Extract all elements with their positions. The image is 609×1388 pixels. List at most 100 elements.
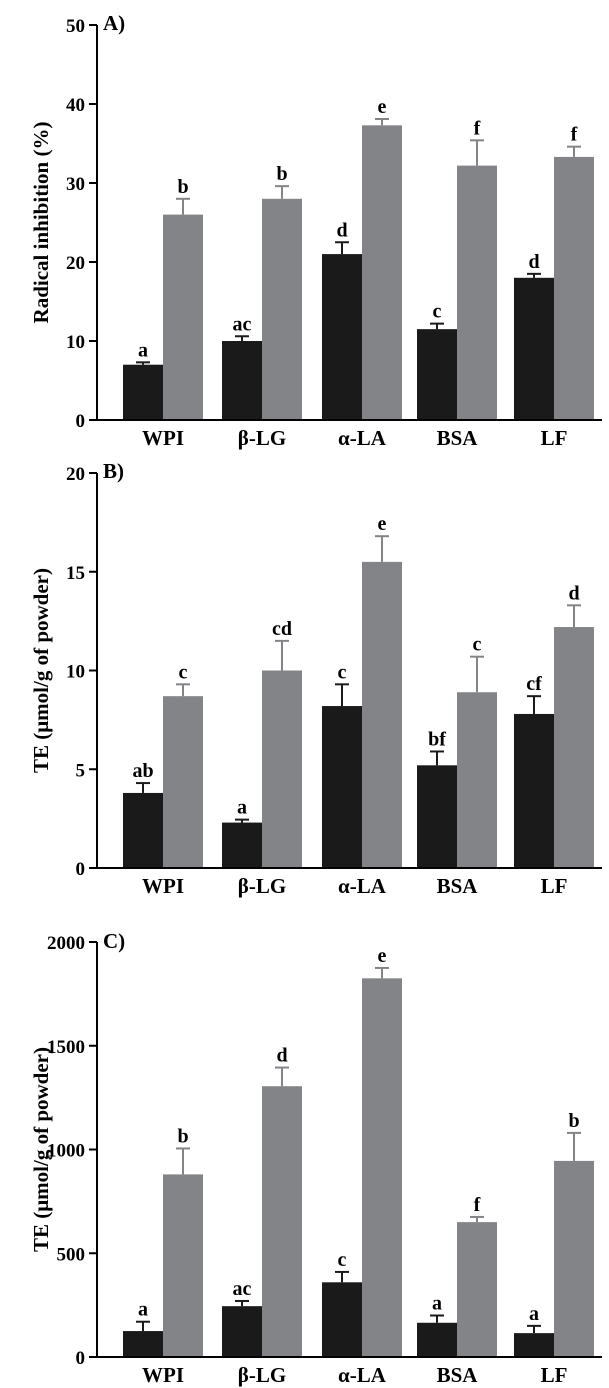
x-category-label: LF xyxy=(541,1363,568,1387)
bar-panel2-s2-3 xyxy=(362,561,402,868)
significance-letter: c xyxy=(179,661,188,683)
y-tick-label: 1500 xyxy=(47,1037,85,1058)
significance-letter: b xyxy=(568,1110,579,1132)
y-tick-label: 15 xyxy=(66,563,85,584)
bar-panel1-s2-3 xyxy=(362,125,402,420)
bar-panel1-s1-5 xyxy=(514,277,554,420)
y-tick-label: 10 xyxy=(66,332,85,353)
significance-letter: d xyxy=(336,219,347,241)
bar-panel1-s1-2 xyxy=(222,341,262,420)
significance-letter: b xyxy=(177,1125,188,1147)
y-axis-title: Radical inhibition (%) xyxy=(29,122,53,324)
bar-panel3-s2-3 xyxy=(362,978,402,1357)
panel-label: C) xyxy=(103,929,125,953)
y-tick-label: 40 xyxy=(66,95,85,116)
significance-letter: b xyxy=(177,176,188,198)
x-category-label: WPI xyxy=(142,1363,184,1387)
y-axis-title: TE (μmol/g of powder) xyxy=(29,568,53,773)
bar-panel1-s2-4 xyxy=(457,165,497,420)
significance-letter: bf xyxy=(428,728,446,750)
significance-letter: c xyxy=(473,634,482,656)
bar-panel2-s2-2 xyxy=(262,670,302,868)
significance-letter: e xyxy=(378,96,387,118)
x-category-label: BSA xyxy=(437,426,479,450)
x-category-label: BSA xyxy=(437,874,479,898)
significance-letter: f xyxy=(474,1194,481,1216)
significance-letter: b xyxy=(276,163,287,185)
significance-letter: c xyxy=(338,661,347,683)
significance-letter: c xyxy=(433,301,442,323)
bar-panel3-s1-5 xyxy=(514,1333,554,1357)
bar-panel3-s2-5 xyxy=(554,1160,594,1357)
y-tick-label: 20 xyxy=(66,464,85,485)
y-tick-label: 1000 xyxy=(47,1141,85,1162)
bar-panel2-s2-5 xyxy=(554,627,594,868)
panel-label: B) xyxy=(103,459,124,483)
bar-panel2-s2-1 xyxy=(163,696,203,868)
y-tick-label: 20 xyxy=(66,253,85,274)
x-category-label: BSA xyxy=(437,1363,479,1387)
bar-panel2-s1-2 xyxy=(222,822,262,868)
y-tick-label: 2000 xyxy=(47,933,85,954)
bar-panel2-s1-4 xyxy=(417,765,457,868)
significance-letter: ac xyxy=(233,313,252,335)
significance-letter: cf xyxy=(526,673,542,695)
y-tick-label: 500 xyxy=(57,1244,86,1265)
x-category-label: α-LA xyxy=(338,426,387,450)
y-axis-title: TE (μmol/g of powder) xyxy=(29,1047,53,1252)
significance-letter: ab xyxy=(132,760,153,782)
bar-panel1-s1-1 xyxy=(123,364,163,420)
x-category-label: α-LA xyxy=(338,1363,387,1387)
bar-panel3-s1-3 xyxy=(322,1282,362,1357)
bar-panel3-s1-1 xyxy=(123,1331,163,1357)
significance-letter: a xyxy=(138,339,148,361)
x-category-label: β-LG xyxy=(238,1363,286,1387)
significance-letter: f xyxy=(571,124,578,146)
significance-letter: d xyxy=(528,251,539,273)
panel-label: A) xyxy=(103,11,125,35)
bar-panel3-s2-2 xyxy=(262,1086,302,1357)
y-tick-label: 10 xyxy=(66,662,85,683)
bar-panel2-s1-5 xyxy=(514,713,554,868)
x-category-label: LF xyxy=(541,426,568,450)
x-category-label: WPI xyxy=(142,874,184,898)
chart-panel-1: a ac d c d b b e f f 0 10 20 30 40 50 WPI β-LG α-LA BSA LF A)… xyxy=(29,11,602,450)
significance-letter: a xyxy=(432,1293,442,1315)
significance-letter: a xyxy=(237,797,247,819)
significance-letter: a xyxy=(138,1299,148,1321)
bar-panel2-s2-4 xyxy=(457,692,497,868)
y-tick-label: 30 xyxy=(66,174,85,195)
significance-letter: f xyxy=(474,117,481,139)
y-tick-label: 5 xyxy=(76,760,86,781)
x-category-label: LF xyxy=(541,874,568,898)
bar-panel1-s1-3 xyxy=(322,254,362,420)
y-tick-label: 0 xyxy=(76,411,86,432)
bar-panel3-s1-4 xyxy=(417,1322,457,1357)
bar-panel2-s1-3 xyxy=(322,706,362,868)
y-tick-label: 50 xyxy=(66,16,85,37)
x-category-label: β-LG xyxy=(238,426,286,450)
x-category-label: WPI xyxy=(142,426,184,450)
significance-letter: d xyxy=(276,1045,287,1067)
x-category-label: α-LA xyxy=(338,874,387,898)
bar-panel1-s2-5 xyxy=(554,156,594,420)
bar-panel1-s2-1 xyxy=(163,214,203,420)
significance-letter: e xyxy=(378,513,387,535)
significance-letter: d xyxy=(568,582,579,604)
bar-panel2-s1-1 xyxy=(123,792,163,868)
x-category-label: β-LG xyxy=(238,874,286,898)
significance-letter: a xyxy=(529,1303,539,1325)
bar-panel3-s2-4 xyxy=(457,1222,497,1357)
significance-letter: ac xyxy=(233,1278,252,1300)
bar-panel1-s2-2 xyxy=(262,198,302,420)
bar-panel3-s1-2 xyxy=(222,1306,262,1357)
significance-letter: e xyxy=(378,945,387,967)
y-tick-label: 0 xyxy=(76,859,86,880)
y-tick-label: 0 xyxy=(76,1348,86,1369)
bar-panel1-s1-4 xyxy=(417,329,457,420)
bar-panel3-s2-1 xyxy=(163,1174,203,1357)
chart-panel-3: a ac c a a b d e f b 0 500 1000 1500 2000 WPI β-LG α-LA BS… xyxy=(29,929,602,1387)
significance-letter: c xyxy=(338,1249,347,1271)
